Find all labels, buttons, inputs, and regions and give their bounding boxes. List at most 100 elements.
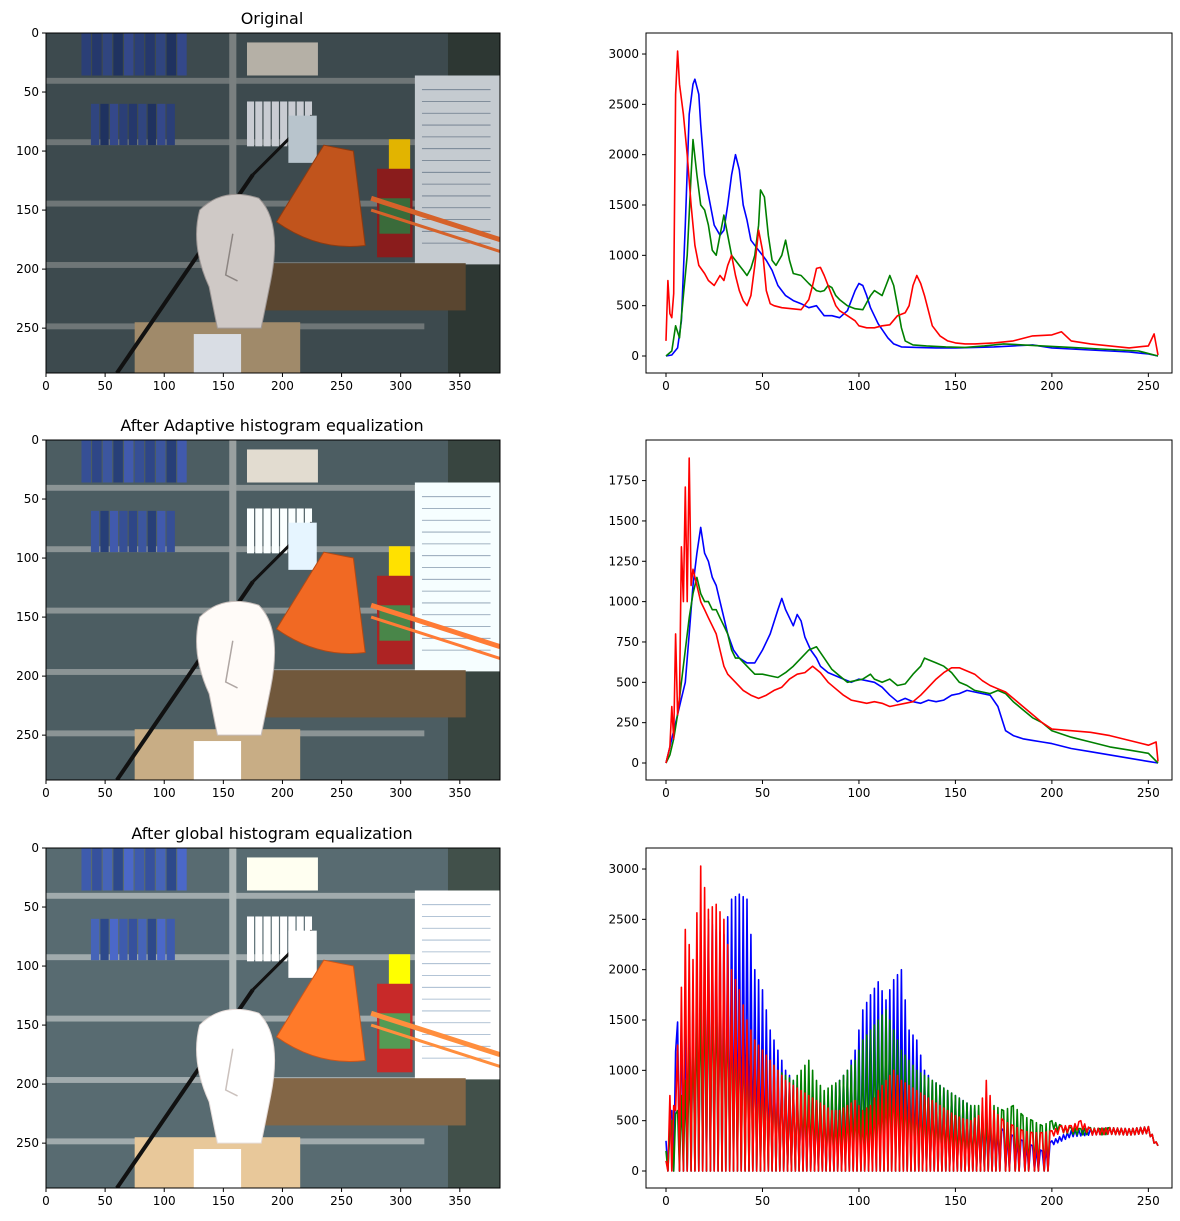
axes-frame	[45, 847, 501, 1189]
x-tick-label: 200	[271, 379, 294, 393]
series-line-blue	[665, 526, 1159, 764]
y-tick-label: 2000	[608, 148, 639, 162]
y-tick-label: 150	[16, 1018, 39, 1032]
y-tick-label: 0	[631, 756, 639, 770]
y-tick-label: 0	[31, 841, 39, 855]
axes-frame	[45, 439, 501, 781]
series-line-blue	[665, 78, 1159, 357]
y-tick-label: 3000	[608, 862, 639, 876]
series-line-green	[665, 576, 1159, 764]
series-line-green	[665, 138, 1159, 357]
y-tick-label: 200	[16, 1077, 39, 1091]
x-tick-label: 350	[448, 1194, 471, 1208]
x-tick-label: 300	[389, 379, 412, 393]
y-tick-label: 250	[16, 321, 39, 335]
x-tick-label: 0	[42, 1194, 50, 1208]
x-tick-label: 100	[153, 786, 176, 800]
axes-frame	[645, 847, 1173, 1189]
y-tick-label: 1250	[608, 554, 639, 568]
y-tick-label: 2500	[608, 912, 639, 926]
y-tick-label: 100	[16, 959, 39, 973]
y-tick-label: 150	[16, 203, 39, 217]
y-tick-label: 2000	[608, 963, 639, 977]
y-tick-label: 1500	[608, 198, 639, 212]
y-tick-label: 500	[616, 299, 639, 313]
series-line-red	[665, 457, 1159, 764]
histogram-panel: 0 50 100 150 200 250 0 250 500 750 1000 1250 1500 175…	[608, 439, 1173, 800]
x-tick-label: 50	[97, 1194, 112, 1208]
x-tick-label: 150	[212, 786, 235, 800]
y-tick-label: 0	[31, 433, 39, 447]
x-tick-label: 150	[212, 379, 235, 393]
image-scene	[46, 33, 500, 373]
y-tick-label: 150	[16, 610, 39, 624]
y-tick-label: 100	[16, 144, 39, 158]
y-tick-label: 1000	[608, 248, 639, 262]
x-tick-label: 150	[944, 786, 967, 800]
panel-title: After Adaptive histogram equalization	[120, 416, 423, 435]
x-tick-label: 100	[847, 786, 870, 800]
x-tick-label: 300	[389, 1194, 412, 1208]
image-panel: After global histogram equalization 0 50 10…	[16, 824, 501, 1208]
image-scene	[46, 848, 500, 1188]
y-tick-label: 3000	[608, 47, 639, 61]
x-tick-label: 150	[944, 1194, 967, 1208]
image-scene	[46, 440, 500, 780]
x-tick-label: 250	[330, 1194, 353, 1208]
x-tick-label: 100	[153, 379, 176, 393]
y-tick-label: 50	[24, 900, 39, 914]
plot-area	[646, 440, 1172, 780]
y-tick-label: 250	[616, 716, 639, 730]
x-tick-label: 0	[42, 786, 50, 800]
y-tick-label: 200	[16, 262, 39, 276]
x-tick-label: 350	[448, 379, 471, 393]
x-tick-label: 0	[42, 379, 50, 393]
y-tick-label: 50	[24, 85, 39, 99]
series-line-red	[665, 865, 1159, 1172]
image-panel: After Adaptive histogram equalization 0 50…	[16, 416, 501, 800]
axes-frame	[645, 439, 1173, 781]
x-tick-label: 0	[662, 379, 670, 393]
y-tick-label: 1000	[608, 595, 639, 609]
y-tick-label: 250	[16, 728, 39, 742]
x-tick-label: 150	[944, 379, 967, 393]
x-tick-label: 150	[212, 1194, 235, 1208]
y-tick-label: 750	[616, 635, 639, 649]
y-tick-label: 1500	[608, 1013, 639, 1027]
x-tick-label: 250	[1137, 1194, 1160, 1208]
y-tick-label: 1500	[608, 514, 639, 528]
y-tick-label: 1750	[608, 474, 639, 488]
x-tick-label: 200	[1040, 786, 1063, 800]
x-tick-label: 250	[1137, 379, 1160, 393]
x-tick-label: 200	[271, 786, 294, 800]
y-tick-label: 500	[616, 1114, 639, 1128]
x-tick-label: 100	[847, 1194, 870, 1208]
x-tick-label: 200	[1040, 379, 1063, 393]
axes-frame	[645, 32, 1173, 374]
x-tick-label: 250	[330, 379, 353, 393]
x-tick-label: 100	[153, 1194, 176, 1208]
x-tick-label: 350	[448, 786, 471, 800]
x-tick-label: 0	[662, 786, 670, 800]
x-tick-label: 200	[1040, 1194, 1063, 1208]
y-tick-label: 0	[631, 1164, 639, 1178]
plot-area	[646, 33, 1172, 373]
axes-frame	[45, 32, 501, 374]
x-tick-label: 200	[271, 1194, 294, 1208]
panel-title: Original	[241, 9, 304, 28]
x-tick-label: 50	[97, 379, 112, 393]
series-line-red	[665, 50, 1159, 356]
y-tick-label: 2500	[608, 97, 639, 111]
x-tick-label: 50	[755, 786, 770, 800]
panel-title: After global histogram equalization	[131, 824, 412, 843]
x-tick-label: 0	[662, 1194, 670, 1208]
image-panel: Original 0 50 100 150 200 250 300 350 0 50 100 150 20…	[16, 9, 501, 393]
y-tick-label: 200	[16, 669, 39, 683]
y-tick-label: 1000	[608, 1063, 639, 1077]
x-tick-label: 50	[97, 786, 112, 800]
x-tick-label: 250	[330, 786, 353, 800]
x-tick-label: 50	[755, 379, 770, 393]
